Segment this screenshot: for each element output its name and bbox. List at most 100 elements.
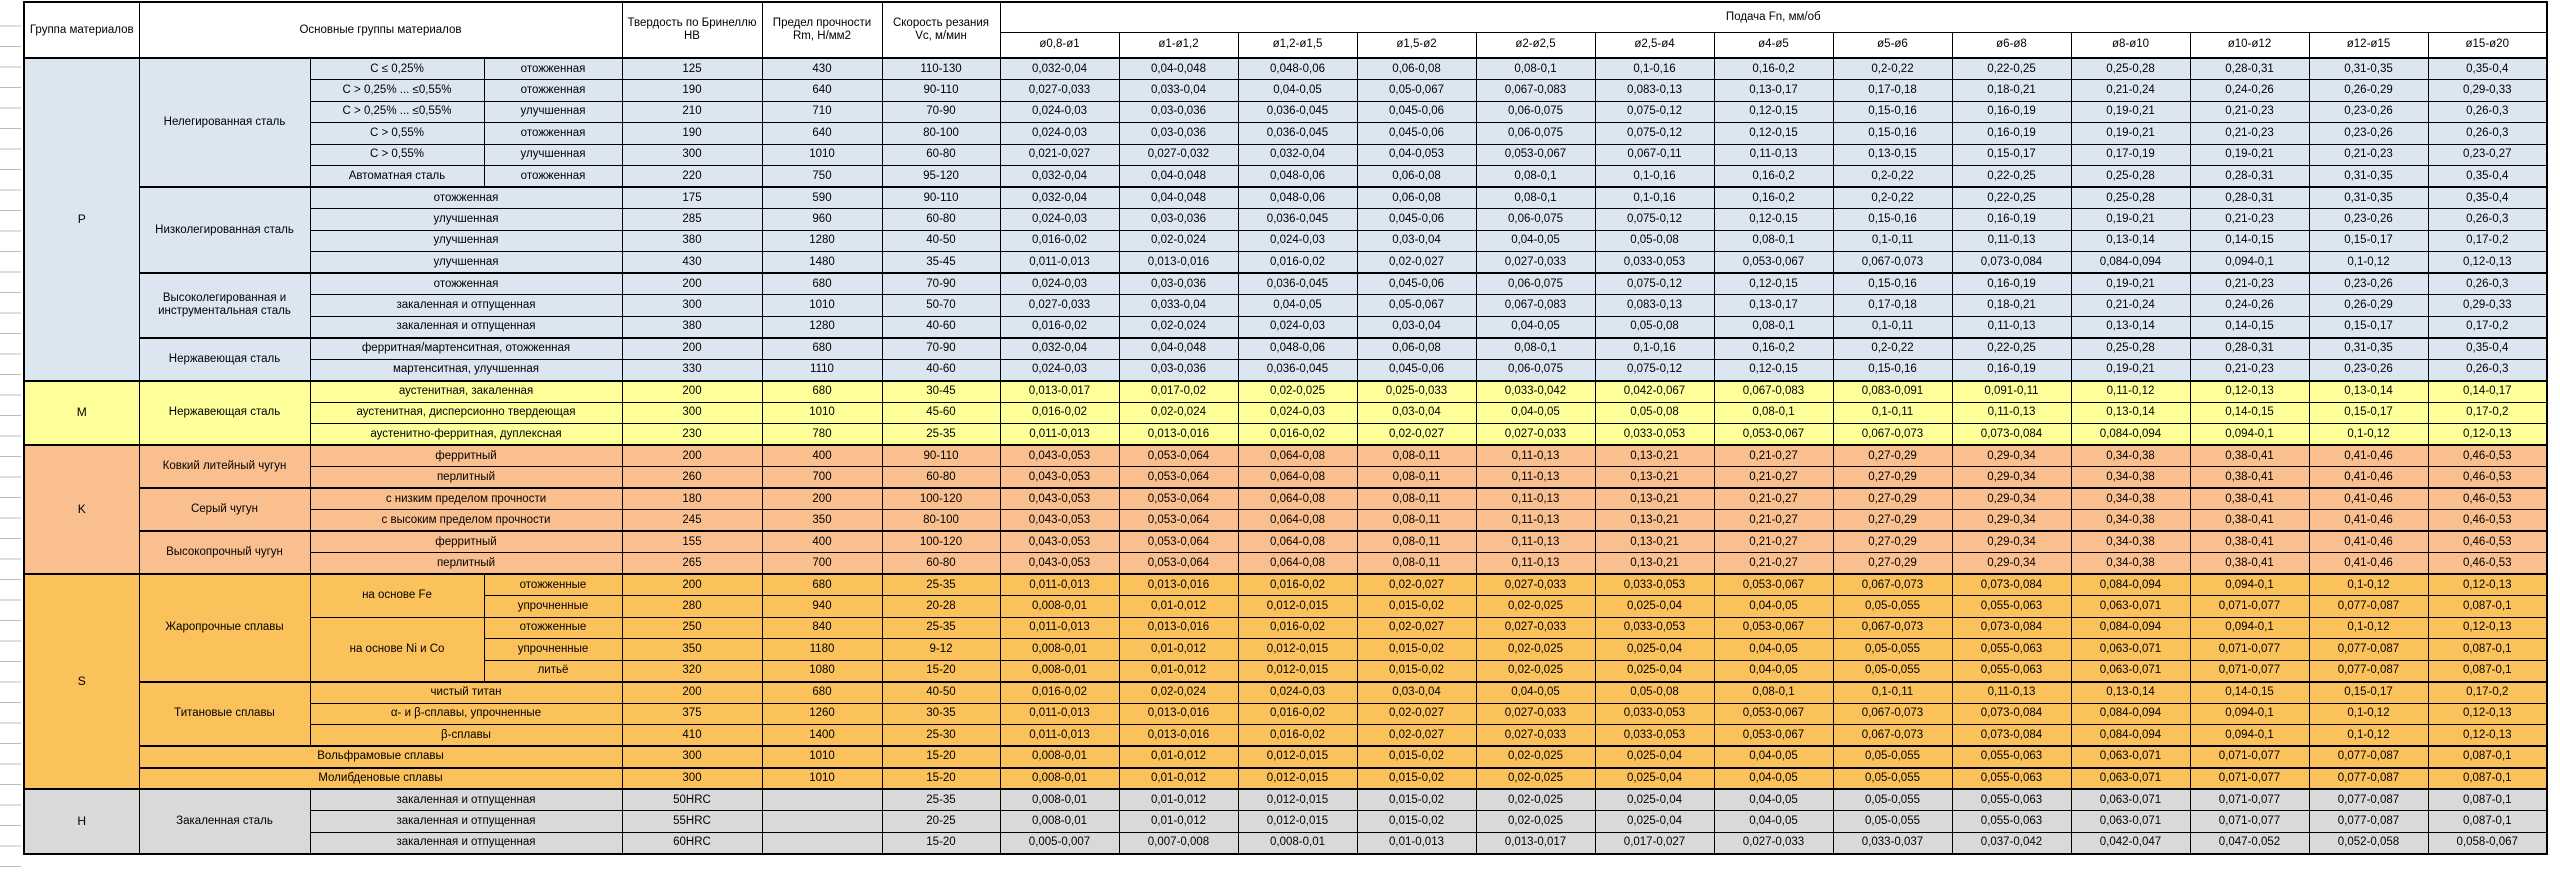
feed-cell-ø10-ø12[interactable]: 0,21-0,23 [2189, 100, 2310, 123]
feed-cell-ø15-ø20[interactable]: 0,087-0,1 [2427, 638, 2548, 661]
header-feed[interactable]: Подача Fn, мм/об [999, 1, 2548, 33]
feed-cell-ø4-ø5[interactable]: 0,12-0,15 [1713, 100, 1834, 123]
feed-cell-ø0,8-ø1[interactable]: 0,005-0,007 [999, 831, 1120, 854]
feed-cell-ø2,5-ø4[interactable]: 0,1-0,16 [1594, 57, 1715, 80]
feed-cell-ø1-ø1,2[interactable]: 0,04-0,048 [1118, 186, 1239, 209]
strength-cell[interactable] [761, 810, 883, 833]
feed-cell-ø0,8-ø1[interactable]: 0,043-0,053 [999, 552, 1120, 575]
feed-cell-ø1,2-ø1,5[interactable]: 0,012-0,015 [1237, 766, 1358, 790]
strength-cell[interactable]: 1280 [761, 315, 883, 338]
feed-cell-ø0,8-ø1[interactable]: 0,027-0,033 [999, 79, 1120, 102]
feed-cell-ø10-ø12[interactable]: 0,38-0,41 [2189, 466, 2310, 489]
feed-cell-ø5-ø6[interactable]: 0,15-0,16 [1832, 358, 1953, 381]
feed-cell-ø8-ø10[interactable]: 0,084-0,094 [2070, 573, 2191, 596]
feed-cell-ø0,8-ø1[interactable]: 0,043-0,053 [999, 487, 1120, 510]
feed-cell-ø6-ø8[interactable]: 0,22-0,25 [1951, 165, 2072, 188]
feed-cell-ø2,5-ø4[interactable]: 0,13-0,21 [1594, 552, 1715, 575]
feed-cell-ø1,5-ø2[interactable]: 0,045-0,06 [1356, 358, 1477, 381]
feed-cell-ø15-ø20[interactable]: 0,35-0,4 [2427, 165, 2548, 188]
feed-cell-ø4-ø5[interactable]: 0,12-0,15 [1713, 208, 1834, 231]
feed-cell-ø1-ø1,2[interactable]: 0,013-0,016 [1118, 724, 1239, 747]
feed-cell-ø12-ø15[interactable]: 0,23-0,26 [2308, 100, 2429, 123]
feed-cell-ø2-ø2,5[interactable]: 0,027-0,033 [1475, 423, 1596, 446]
group-cell-K[interactable]: K [23, 444, 140, 575]
treatment-cell[interactable]: чистый титан [309, 680, 623, 704]
feed-cell-ø10-ø12[interactable]: 0,12-0,13 [2189, 379, 2310, 403]
feed-cell-ø1-ø1,2[interactable]: 0,013-0,016 [1118, 702, 1239, 725]
header-diameter-12[interactable]: ø15-ø20 [2427, 31, 2548, 59]
feed-cell-ø1,5-ø2[interactable]: 0,08-0,11 [1356, 444, 1477, 467]
feed-cell-ø8-ø10[interactable]: 0,19-0,21 [2070, 358, 2191, 381]
submaterial-cell[interactable]: Автоматная сталь [309, 165, 485, 188]
feed-cell-ø4-ø5[interactable]: 0,053-0,067 [1713, 573, 1834, 596]
feed-cell-ø5-ø6[interactable]: 0,067-0,073 [1832, 616, 1953, 639]
feed-cell-ø5-ø6[interactable]: 0,27-0,29 [1832, 487, 1953, 510]
material-cell[interactable]: Серый чугун [138, 487, 311, 532]
feed-cell-ø15-ø20[interactable]: 0,12-0,13 [2427, 702, 2548, 725]
strength-cell[interactable]: 350 [761, 509, 883, 532]
feed-cell-ø10-ø12[interactable]: 0,38-0,41 [2189, 509, 2310, 532]
feed-cell-ø1,2-ø1,5[interactable]: 0,04-0,05 [1237, 294, 1358, 317]
hardness-cell[interactable]: 300 [621, 745, 763, 768]
feed-cell-ø15-ø20[interactable]: 0,17-0,2 [2427, 229, 2548, 252]
treatment-cell[interactable]: с высоким пределом прочности [309, 509, 623, 532]
speed-cell[interactable]: 9-12 [881, 638, 1001, 661]
feed-cell-ø2,5-ø4[interactable]: 0,083-0,13 [1594, 294, 1715, 317]
strength-cell[interactable]: 1110 [761, 358, 883, 381]
feed-cell-ø0,8-ø1[interactable]: 0,043-0,053 [999, 509, 1120, 532]
header-diameter-6[interactable]: ø4-ø5 [1713, 31, 1834, 59]
feed-cell-ø1,5-ø2[interactable]: 0,045-0,06 [1356, 272, 1477, 295]
treatment-cell[interactable]: мартенситная, улучшенная [309, 358, 623, 381]
hardness-cell[interactable]: 280 [621, 595, 763, 618]
speed-cell[interactable]: 70-90 [881, 100, 1001, 123]
feed-cell-ø10-ø12[interactable]: 0,094-0,1 [2189, 573, 2310, 596]
material-cell[interactable]: Закаленная сталь [138, 788, 311, 854]
feed-cell-ø2,5-ø4[interactable]: 0,13-0,21 [1594, 466, 1715, 489]
feed-cell-ø12-ø15[interactable]: 0,31-0,35 [2308, 57, 2429, 80]
strength-cell[interactable]: 1180 [761, 638, 883, 661]
strength-cell[interactable]: 430 [761, 57, 883, 80]
speed-cell[interactable]: 15-20 [881, 745, 1001, 768]
hardness-cell[interactable]: 380 [621, 229, 763, 252]
feed-cell-ø1-ø1,2[interactable]: 0,033-0,04 [1118, 79, 1239, 102]
submaterial-cell[interactable]: C > 0,55% [309, 122, 485, 145]
hardness-cell[interactable]: 250 [621, 616, 763, 639]
treatment-cell[interactable]: упрочненные [483, 595, 623, 618]
feed-cell-ø5-ø6[interactable]: 0,15-0,16 [1832, 208, 1953, 231]
feed-cell-ø0,8-ø1[interactable]: 0,016-0,02 [999, 401, 1120, 424]
feed-cell-ø0,8-ø1[interactable]: 0,008-0,01 [999, 788, 1120, 811]
feed-cell-ø2-ø2,5[interactable]: 0,11-0,13 [1475, 444, 1596, 467]
treatment-cell[interactable]: аустенитно-ферритная, дуплексная [309, 423, 623, 446]
feed-cell-ø15-ø20[interactable]: 0,29-0,33 [2427, 294, 2548, 317]
feed-cell-ø1,5-ø2[interactable]: 0,045-0,06 [1356, 100, 1477, 123]
feed-cell-ø2-ø2,5[interactable]: 0,053-0,067 [1475, 143, 1596, 166]
feed-cell-ø8-ø10[interactable]: 0,084-0,094 [2070, 616, 2191, 639]
feed-cell-ø10-ø12[interactable]: 0,21-0,23 [2189, 122, 2310, 145]
feed-cell-ø12-ø15[interactable]: 0,077-0,087 [2308, 810, 2429, 833]
feed-cell-ø2-ø2,5[interactable]: 0,06-0,075 [1475, 122, 1596, 145]
feed-cell-ø0,8-ø1[interactable]: 0,008-0,01 [999, 659, 1120, 682]
feed-cell-ø2,5-ø4[interactable]: 0,075-0,12 [1594, 208, 1715, 231]
material-cell[interactable]: Титановые сплавы [138, 680, 311, 747]
feed-cell-ø12-ø15[interactable]: 0,21-0,23 [2308, 143, 2429, 166]
feed-cell-ø1-ø1,2[interactable]: 0,027-0,032 [1118, 143, 1239, 166]
header-diameter-11[interactable]: ø12-ø15 [2308, 31, 2429, 59]
feed-cell-ø5-ø6[interactable]: 0,05-0,055 [1832, 659, 1953, 682]
speed-cell[interactable]: 15-20 [881, 659, 1001, 682]
strength-cell[interactable]: 680 [761, 573, 883, 596]
feed-cell-ø1,5-ø2[interactable]: 0,015-0,02 [1356, 659, 1477, 682]
feed-cell-ø15-ø20[interactable]: 0,087-0,1 [2427, 788, 2548, 811]
feed-cell-ø1,5-ø2[interactable]: 0,045-0,06 [1356, 208, 1477, 231]
feed-cell-ø1-ø1,2[interactable]: 0,03-0,036 [1118, 272, 1239, 295]
feed-cell-ø2,5-ø4[interactable]: 0,05-0,08 [1594, 315, 1715, 338]
treatment-cell[interactable]: закаленная и отпущенная [309, 810, 623, 833]
feed-cell-ø12-ø15[interactable]: 0,077-0,087 [2308, 659, 2429, 682]
feed-cell-ø1,5-ø2[interactable]: 0,06-0,08 [1356, 165, 1477, 188]
feed-cell-ø4-ø5[interactable]: 0,053-0,067 [1713, 423, 1834, 446]
feed-cell-ø10-ø12[interactable]: 0,21-0,23 [2189, 358, 2310, 381]
feed-cell-ø12-ø15[interactable]: 0,15-0,17 [2308, 401, 2429, 424]
feed-cell-ø1,5-ø2[interactable]: 0,02-0,027 [1356, 423, 1477, 446]
group-cell-M[interactable]: M [23, 379, 140, 446]
hardness-cell[interactable]: 50HRC [621, 788, 763, 811]
feed-cell-ø1,5-ø2[interactable]: 0,02-0,027 [1356, 702, 1477, 725]
